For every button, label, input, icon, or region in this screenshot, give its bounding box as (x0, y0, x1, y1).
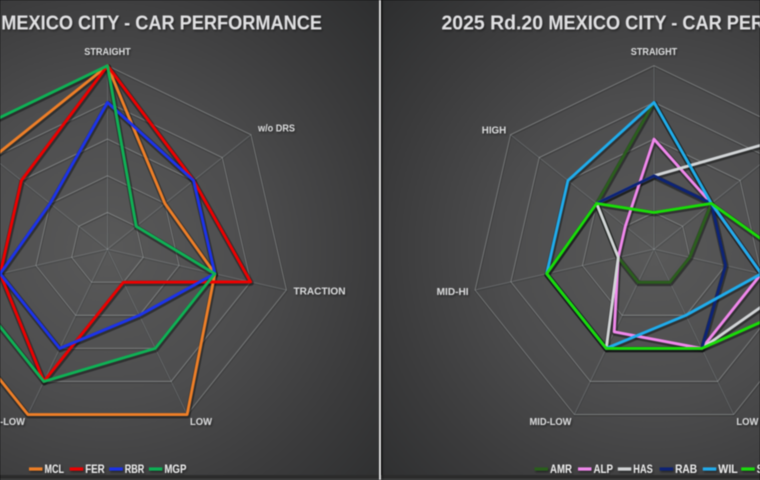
svg-text:HIGH: HIGH (482, 125, 507, 137)
svg-text:MID-LOW: MID-LOW (530, 416, 572, 428)
svg-text:RBR: RBR (125, 464, 145, 476)
svg-text:w/o DRS: w/o DRS (257, 123, 295, 135)
svg-text:AMR: AMR (550, 464, 573, 476)
svg-text:LOW: LOW (190, 416, 212, 428)
svg-text:MID-LOW: MID-LOW (0, 416, 25, 428)
svg-text:MGP: MGP (164, 464, 186, 476)
svg-text:MCL: MCL (45, 464, 65, 476)
svg-text:SAU: SAU (757, 464, 760, 476)
svg-text:TRACTION: TRACTION (294, 286, 346, 298)
svg-text:MID-HI: MID-HI (437, 286, 469, 298)
svg-text:WIL: WIL (718, 464, 738, 476)
svg-text:STRAIGHT: STRAIGHT (84, 46, 131, 58)
svg-text:FER: FER (85, 464, 105, 476)
svg-text:STRAIGHT: STRAIGHT (631, 46, 678, 58)
svg-text:2025 Rd.20: 2025 Rd.20 (442, 12, 544, 35)
svg-text:RAB: RAB (675, 464, 697, 476)
svg-text:MEXICO CITY - CAR PERFORMANCE: MEXICO CITY - CAR PERFORMANCE (1, 12, 322, 35)
svg-text:LOW: LOW (736, 416, 758, 428)
svg-text:MEXICO CITY - CAR PERFORMANCE: MEXICO CITY - CAR PERFORMANCE (548, 12, 760, 35)
svg-text:HAS: HAS (633, 464, 653, 476)
svg-text:ALP: ALP (594, 464, 614, 476)
